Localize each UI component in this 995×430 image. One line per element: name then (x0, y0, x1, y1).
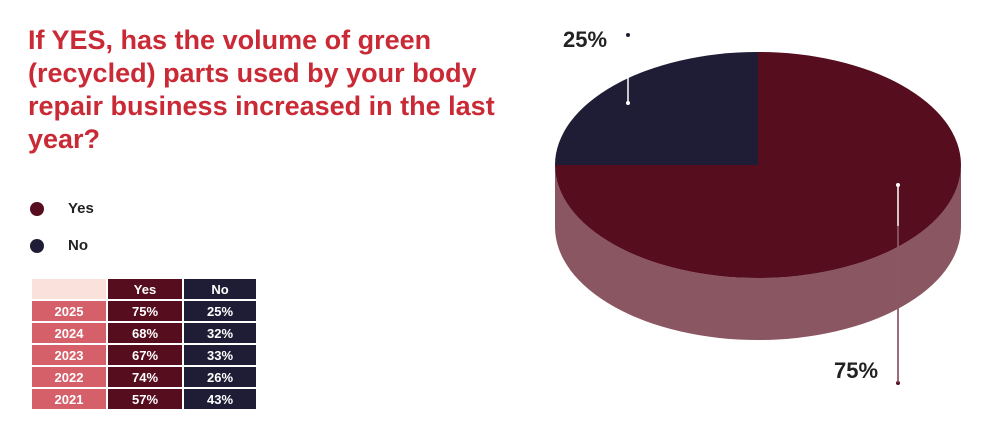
table-header: Yes No (32, 279, 256, 299)
leader-dot (896, 183, 900, 187)
value-cell: 57% (108, 389, 182, 409)
value-cell: 25% (184, 301, 256, 321)
value-cell: 75% (108, 301, 182, 321)
pie-slice (555, 52, 758, 165)
table-row: 2025 75% 25% (32, 301, 256, 321)
table-row: 2023 67% 33% (32, 345, 256, 365)
table-row: 2024 68% 32% (32, 323, 256, 343)
table-row: 2021 57% 43% (32, 389, 256, 409)
data-label: 25% (563, 27, 607, 52)
year-cell: 2024 (32, 323, 106, 343)
value-cell: 67% (108, 345, 182, 365)
leader-dot (626, 33, 630, 37)
column-header: No (184, 279, 256, 299)
value-cell: 43% (184, 389, 256, 409)
data-label: 75% (834, 358, 878, 383)
pie-side (555, 165, 961, 340)
year-cell: 2022 (32, 367, 106, 387)
year-cell: 2025 (32, 301, 106, 321)
column-header: Yes (108, 279, 182, 299)
year-cell: 2023 (32, 345, 106, 365)
table-corner (32, 279, 106, 299)
legend-swatch (30, 238, 44, 253)
year-cell: 2021 (32, 389, 106, 409)
value-cell: 26% (184, 367, 256, 387)
legend-swatch (30, 201, 44, 216)
legend-item: Yes (30, 200, 94, 217)
chart-title: If YES, has the volume of green (recycle… (28, 25, 495, 154)
value-cell: 33% (184, 345, 256, 365)
value-cell: 32% (184, 323, 256, 343)
legend-item: No (30, 237, 88, 254)
value-cell: 74% (108, 367, 182, 387)
legend-label: No (68, 237, 88, 254)
data-table: Yes No 2025 75% 25% 2024 68% 32% 2023 67% 33% 2022 7… (30, 277, 258, 411)
table-row: 2022 74% 26% (32, 367, 256, 387)
leader-dot (626, 101, 630, 105)
value-cell: 68% (108, 323, 182, 343)
legend-label: Yes (68, 200, 94, 217)
